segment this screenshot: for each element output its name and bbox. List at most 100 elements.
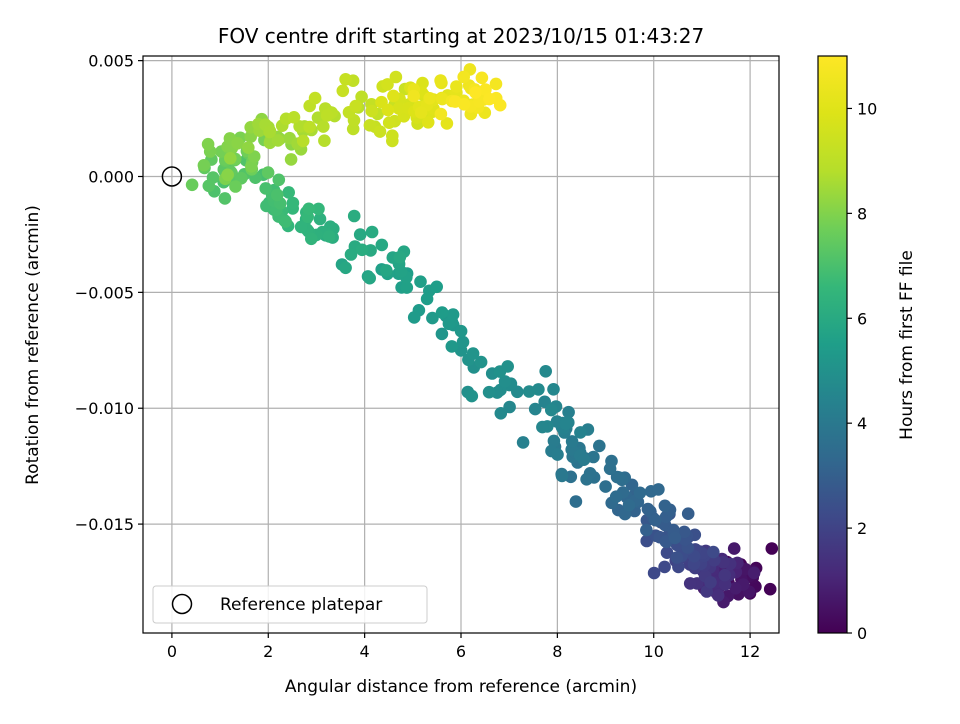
data-point (539, 365, 552, 378)
data-point (599, 480, 612, 493)
data-point (272, 173, 286, 187)
data-point (622, 498, 636, 512)
legend: Reference platepar (152, 585, 428, 624)
data-point (580, 473, 593, 486)
data-point (683, 577, 697, 590)
data-point (747, 566, 761, 580)
data-point (479, 83, 492, 96)
data-point (430, 280, 444, 294)
y-tick-label: −0.005 (75, 283, 134, 302)
data-point (365, 104, 379, 118)
x-tick-label: 10 (644, 642, 664, 661)
data-point (501, 360, 514, 373)
data-point (245, 160, 258, 173)
colorbar: 0 2 4 6 8 10 Hours from first FF file (817, 55, 917, 643)
data-point (421, 116, 435, 129)
data-point (293, 120, 306, 133)
colorbar-label: Hours from first FF file (897, 250, 917, 440)
data-point (707, 545, 720, 559)
data-point (641, 502, 655, 516)
data-point (577, 453, 591, 467)
data-point (308, 91, 322, 105)
data-point (242, 141, 255, 154)
x-axis-ticks: 0 2 4 6 8 10 12 (167, 633, 760, 661)
data-point (763, 582, 777, 596)
legend-box (152, 585, 428, 624)
data-point (681, 507, 695, 520)
data-point (704, 576, 717, 589)
data-point (381, 103, 395, 117)
data-point (353, 228, 367, 241)
data-point (454, 324, 468, 338)
data-point (221, 168, 234, 182)
data-point (355, 90, 368, 104)
colorbar-tick-label: 0 (857, 624, 867, 643)
data-point (386, 129, 399, 142)
y-tick-label: −0.015 (75, 515, 134, 534)
data-point (528, 402, 542, 416)
data-point (414, 106, 428, 119)
data-point (494, 407, 508, 420)
data-point (400, 281, 414, 294)
data-point (355, 243, 369, 257)
data-point (482, 385, 496, 399)
data-point (279, 215, 292, 228)
data-point (296, 134, 310, 148)
data-point (185, 178, 199, 192)
data-point (261, 166, 275, 179)
data-point (282, 186, 296, 199)
data-point (516, 436, 530, 449)
data-point (489, 77, 503, 91)
data-point (271, 134, 285, 147)
data-point (426, 311, 439, 325)
data-point (551, 448, 564, 461)
data-point (593, 439, 606, 453)
data-point (387, 89, 400, 103)
x-tick-label: 12 (740, 642, 760, 661)
data-point (466, 347, 480, 360)
data-point (435, 306, 449, 319)
data-point (339, 261, 352, 275)
colorbar-ticks: 0 2 4 6 8 10 (847, 99, 877, 643)
data-point (347, 209, 361, 223)
data-point (202, 179, 216, 193)
data-point (612, 471, 626, 484)
data-point (457, 98, 471, 111)
legend-label: Reference platepar (220, 595, 382, 615)
data-point (434, 74, 447, 87)
data-point (373, 125, 387, 138)
data-point (320, 109, 334, 122)
data-points (185, 63, 779, 609)
chart-title: FOV centre drift starting at 2023/10/15 … (218, 24, 704, 48)
data-point (445, 340, 459, 353)
data-point (382, 116, 396, 129)
data-point (450, 80, 463, 93)
data-point (559, 417, 573, 431)
x-tick-label: 0 (167, 642, 177, 661)
data-point (711, 589, 725, 602)
y-axis-ticks: 0.005 0.000 −0.005 −0.010 −0.015 (75, 52, 143, 534)
data-point (547, 383, 560, 396)
data-point (446, 308, 460, 321)
data-point (420, 292, 434, 306)
data-point (605, 454, 618, 468)
data-point (547, 434, 561, 448)
data-point (555, 469, 569, 483)
grid-lines (143, 56, 779, 633)
data-point (407, 311, 421, 324)
data-point (569, 495, 583, 508)
data-point (336, 84, 350, 98)
data-point (436, 92, 449, 106)
data-point (668, 531, 682, 545)
data-point (469, 86, 482, 99)
data-point (349, 99, 363, 113)
data-point (503, 400, 516, 414)
data-point (286, 196, 300, 210)
data-point (493, 98, 507, 112)
data-point (218, 192, 232, 205)
colorbar-tick-label: 2 (857, 519, 867, 538)
y-axis-label: Rotation from reference (arcmin) (23, 205, 43, 485)
data-point (670, 551, 684, 564)
data-point (302, 202, 316, 216)
colorbar-gradient (817, 55, 848, 634)
